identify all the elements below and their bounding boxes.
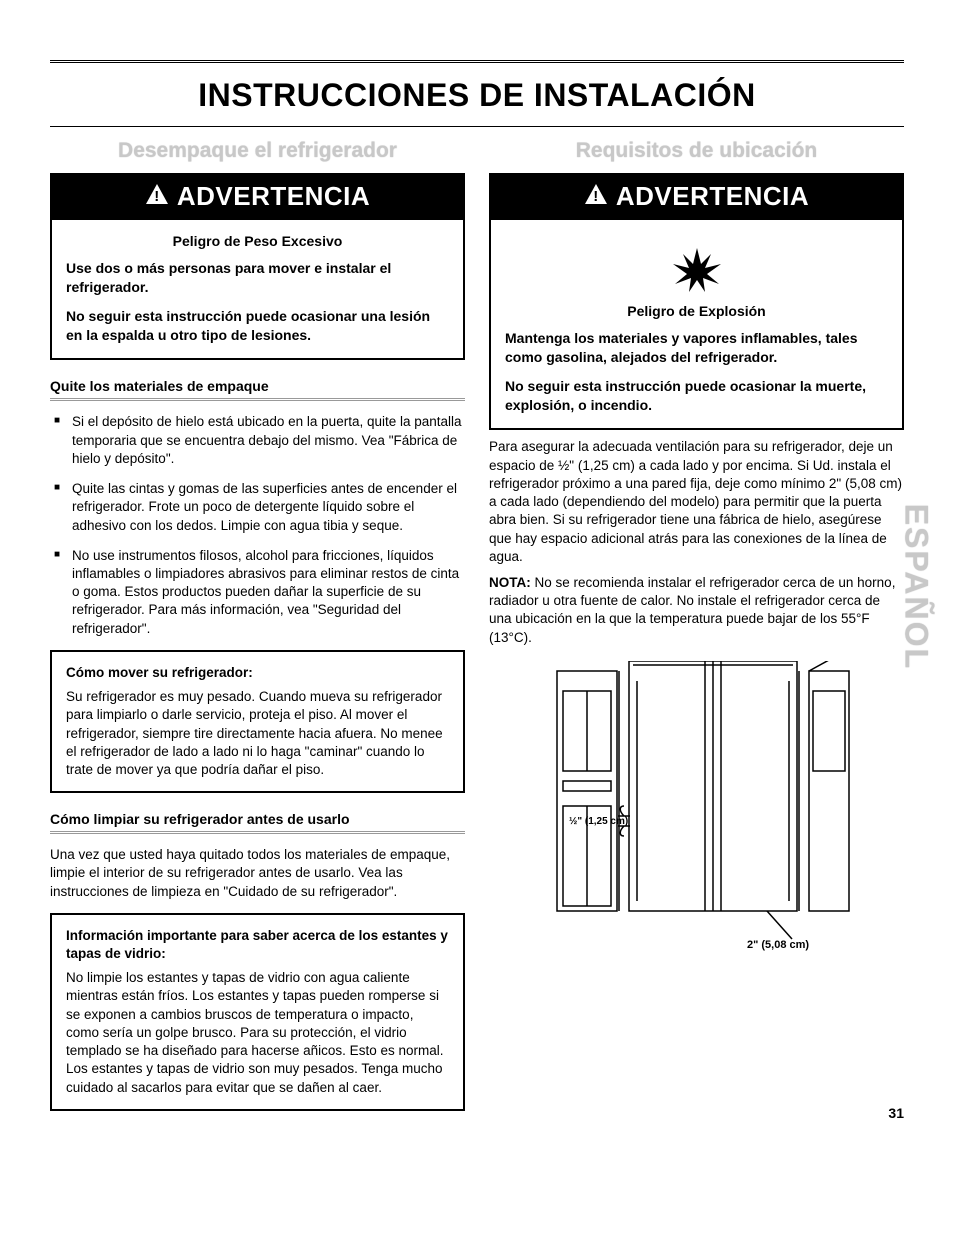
bullet-list: Si el depósito de hielo está ubicado en … bbox=[50, 413, 465, 637]
warning-p1: Mantenga los materiales y vapores inflam… bbox=[505, 329, 888, 367]
svg-text:!: ! bbox=[593, 188, 599, 205]
warning-p2: No seguir esta instrucción puede ocasion… bbox=[505, 377, 888, 415]
document-page: INSTRUCCIONES DE INSTALACIÓN Desempaque … bbox=[0, 0, 954, 1141]
refrigerator-diagram: ½" (1,25 cm) 2" (5,08 cm) bbox=[537, 661, 857, 951]
rule bbox=[50, 398, 465, 401]
language-tab: ESPAÑOL bbox=[897, 504, 934, 670]
info-box-text: Su refrigerador es muy pesado. Cuando mu… bbox=[66, 688, 449, 779]
subheading-clean: Cómo limpiar su refrigerador antes de us… bbox=[50, 811, 465, 827]
info-box-move: Cómo mover su refrigerador: Su refrigera… bbox=[50, 650, 465, 793]
note-paragraph: NOTA: No se recomienda instalar el refri… bbox=[489, 574, 904, 647]
warning-triangle-icon: ! bbox=[584, 183, 608, 211]
paragraph: Una vez que usted haya quitado todos los… bbox=[50, 846, 465, 901]
subheading-packing: Quite los materiales de empaque bbox=[50, 378, 465, 394]
note-label: NOTA: bbox=[489, 575, 531, 590]
info-box-glass: Información importante para saber acerca… bbox=[50, 913, 465, 1111]
warning-subtitle: Peligro de Peso Excesivo bbox=[66, 232, 449, 251]
warning-subtitle: Peligro de Explosión bbox=[505, 302, 888, 321]
warning-banner-text: ADVERTENCIA bbox=[177, 181, 370, 212]
warning-triangle-icon: ! bbox=[145, 183, 169, 211]
warning-banner-text: ADVERTENCIA bbox=[616, 181, 809, 212]
dim-label-1: ½" (1,25 cm) bbox=[569, 816, 628, 827]
rule bbox=[50, 831, 465, 834]
warning-box-left: Peligro de Peso Excesivo Use dos o más p… bbox=[50, 220, 465, 360]
warning-p2: No seguir esta instrucción puede ocasion… bbox=[66, 307, 449, 345]
bullet-item: Quite las cintas y gomas de las superfic… bbox=[50, 480, 465, 535]
title-rule bbox=[50, 126, 904, 127]
warning-banner-right: ! ADVERTENCIA bbox=[489, 173, 904, 220]
info-box-heading: Cómo mover su refrigerador: bbox=[66, 664, 449, 682]
bullet-item: Si el depósito de hielo está ubicado en … bbox=[50, 413, 465, 468]
warning-box-right: Peligro de Explosión Mantenga los materi… bbox=[489, 220, 904, 430]
right-column: Requisitos de ubicación ! ADVERTENCIA Pe… bbox=[489, 139, 904, 1111]
note-text: No se recomienda instalar el refrigerado… bbox=[489, 575, 895, 645]
left-column: Desempaque el refrigerador ! ADVERTENCIA… bbox=[50, 139, 465, 1111]
warning-banner-left: ! ADVERTENCIA bbox=[50, 173, 465, 220]
right-section-heading: Requisitos de ubicación bbox=[489, 139, 904, 163]
dim-label-2: 2" (5,08 cm) bbox=[747, 939, 809, 951]
explosion-icon bbox=[667, 244, 727, 294]
bullet-item: No use instrumentos filosos, alcohol par… bbox=[50, 547, 465, 638]
info-box-heading: Información importante para saber acerca… bbox=[66, 927, 449, 963]
columns: Desempaque el refrigerador ! ADVERTENCIA… bbox=[50, 139, 904, 1111]
info-box-text: No limpie los estantes y tapas de vidrio… bbox=[66, 969, 449, 1097]
left-section-heading: Desempaque el refrigerador bbox=[50, 139, 465, 163]
paragraph: Para asegurar la adecuada ventilación pa… bbox=[489, 438, 904, 566]
warning-p1: Use dos o más personas para mover e inst… bbox=[66, 259, 449, 297]
svg-text:!: ! bbox=[154, 188, 160, 205]
page-number: 31 bbox=[888, 1105, 904, 1121]
main-title: INSTRUCCIONES DE INSTALACIÓN bbox=[50, 63, 904, 126]
